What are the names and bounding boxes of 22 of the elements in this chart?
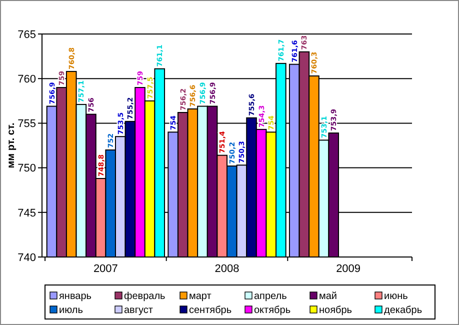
legend-label: август bbox=[124, 305, 154, 316]
legend-label: январь bbox=[59, 291, 92, 302]
y-tick-label: 760 bbox=[18, 73, 36, 86]
legend-label: июнь bbox=[384, 291, 408, 302]
legend-label: февраль bbox=[124, 291, 166, 302]
y-tick-label: 755 bbox=[18, 118, 36, 130]
x-tick-label: 2008 bbox=[214, 263, 240, 275]
y-tick-label: 745 bbox=[18, 207, 36, 220]
y-tick-label: 740 bbox=[18, 252, 36, 264]
legend-label: май bbox=[319, 291, 338, 302]
legend-label: декабрь bbox=[384, 305, 422, 316]
y-tick-label: 765 bbox=[18, 28, 36, 41]
y-axis-title: мм рт. ст. bbox=[6, 122, 17, 168]
legend-label: июль bbox=[59, 305, 83, 316]
legend-label: сентябрь bbox=[189, 305, 232, 316]
legend-label: март bbox=[189, 291, 212, 302]
legend-label: апрель bbox=[254, 291, 287, 302]
legend-label: ноябрь bbox=[319, 305, 352, 316]
x-tick-label: 2009 bbox=[336, 263, 361, 275]
y-tick-label: 750 bbox=[18, 162, 36, 175]
x-tick-label: 2007 bbox=[93, 263, 118, 275]
legend-label: октябрь bbox=[254, 305, 291, 316]
